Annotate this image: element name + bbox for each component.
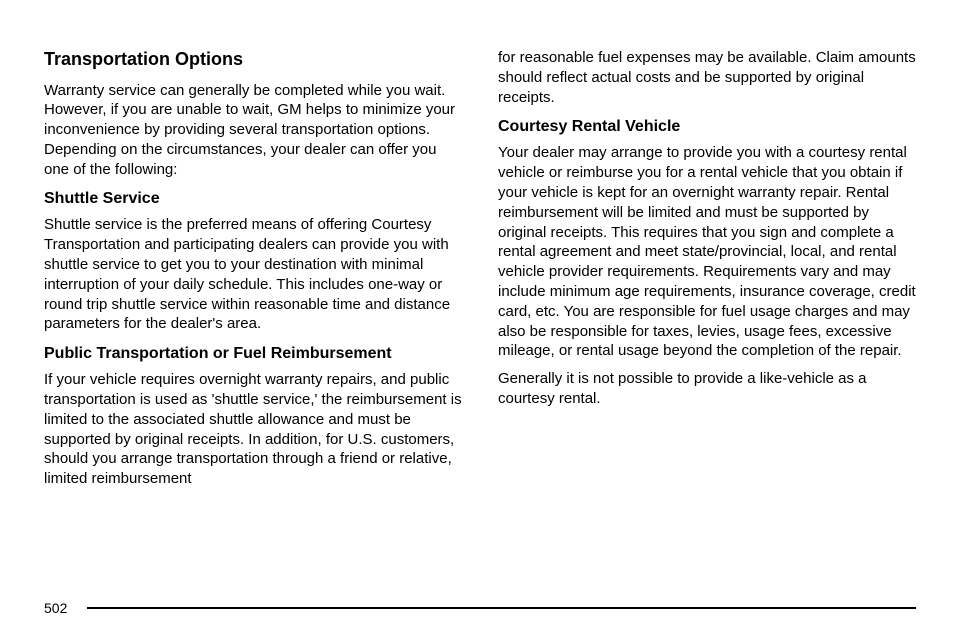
- right-column: for reasonable fuel expenses may be avai…: [498, 48, 916, 497]
- footer-rule: [87, 607, 916, 609]
- body-text: If your vehicle requires overnight warra…: [44, 370, 462, 489]
- body-text: for reasonable fuel expenses may be avai…: [498, 48, 916, 107]
- page-number: 502: [44, 600, 67, 616]
- heading-courtesy-rental: Courtesy Rental Vehicle: [498, 117, 916, 137]
- page-footer: 502: [44, 600, 916, 616]
- heading-transportation-options: Transportation Options: [44, 48, 462, 71]
- heading-public-transportation: Public Transportation or Fuel Reimbursem…: [44, 344, 462, 364]
- body-text: Generally it is not possible to provide …: [498, 369, 916, 409]
- document-page: Transportation Options Warranty service …: [0, 0, 954, 636]
- columns: Transportation Options Warranty service …: [44, 48, 916, 497]
- body-text: Your dealer may arrange to provide you w…: [498, 143, 916, 361]
- body-text: Warranty service can generally be comple…: [44, 81, 462, 180]
- heading-shuttle-service: Shuttle Service: [44, 189, 462, 209]
- body-text: Shuttle service is the preferred means o…: [44, 215, 462, 334]
- left-column: Transportation Options Warranty service …: [44, 48, 462, 497]
